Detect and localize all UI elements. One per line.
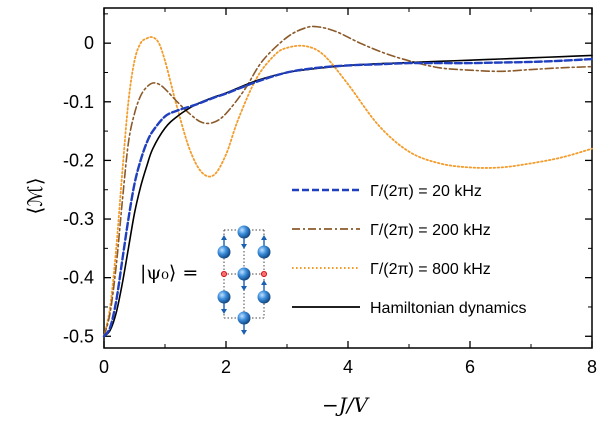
y-tick-label: -0.3: [63, 209, 94, 229]
x-tick-label: 0: [99, 357, 109, 377]
atom: [237, 267, 251, 281]
y-tick-label: -0.4: [63, 268, 94, 288]
atom: [217, 245, 231, 259]
atom: [237, 225, 251, 239]
spin-arrow-head: [261, 235, 267, 240]
y-tick-label: -0.2: [63, 150, 94, 170]
atom: [257, 290, 271, 304]
axes-layer: 0 2 4 6 8 0 -0.1 -0.2 -0.3 -0.4 -0.5: [63, 7, 597, 377]
x-tick-label: 8: [587, 357, 597, 377]
x-tick-label: 2: [221, 357, 231, 377]
series-line-3: [103, 54, 593, 338]
legend: Γ/(2π) = 20 kHz Γ/(2π) = 200 kHz Γ/(2π) = …: [292, 183, 527, 317]
series-line-1: [103, 25, 593, 338]
atom: [217, 290, 231, 304]
inset-label: |ψ₀⟩ =: [140, 262, 198, 284]
y-axis-label: ⟨ℳ⟩: [23, 178, 47, 215]
y-tick-label: -0.5: [63, 326, 94, 346]
vacancy-marker: [260, 270, 267, 277]
legend-label: Γ/(2π) = 200 kHz: [370, 222, 491, 239]
spin-arrow-head: [261, 280, 267, 285]
y-tick-label: -0.1: [63, 92, 94, 112]
x-axis-label: −J/V: [322, 393, 371, 417]
x-tick-label: 4: [343, 357, 353, 377]
legend-label: Γ/(2π) = 800 kHz: [370, 261, 491, 278]
legend-label: Γ/(2π) = 20 kHz: [370, 183, 482, 200]
series-layer: [102, 25, 594, 338]
x-tick-label: 6: [465, 357, 475, 377]
atom: [237, 311, 251, 325]
spin-arrow-head: [241, 286, 247, 291]
series-line-0: [102, 57, 594, 338]
spin-arrow-head: [221, 235, 227, 240]
spin-arrow-head: [221, 309, 227, 314]
vacancy-marker: [220, 270, 227, 277]
y-tick-label: 0: [84, 33, 94, 53]
inset-lattice-diagram: |ψ₀⟩ =: [140, 225, 271, 335]
spin-arrow-head: [241, 330, 247, 335]
series-line-2: [103, 36, 593, 338]
legend-label: Hamiltonian dynamics: [370, 300, 527, 317]
atom: [257, 245, 271, 259]
spin-arrow-head: [241, 244, 247, 249]
